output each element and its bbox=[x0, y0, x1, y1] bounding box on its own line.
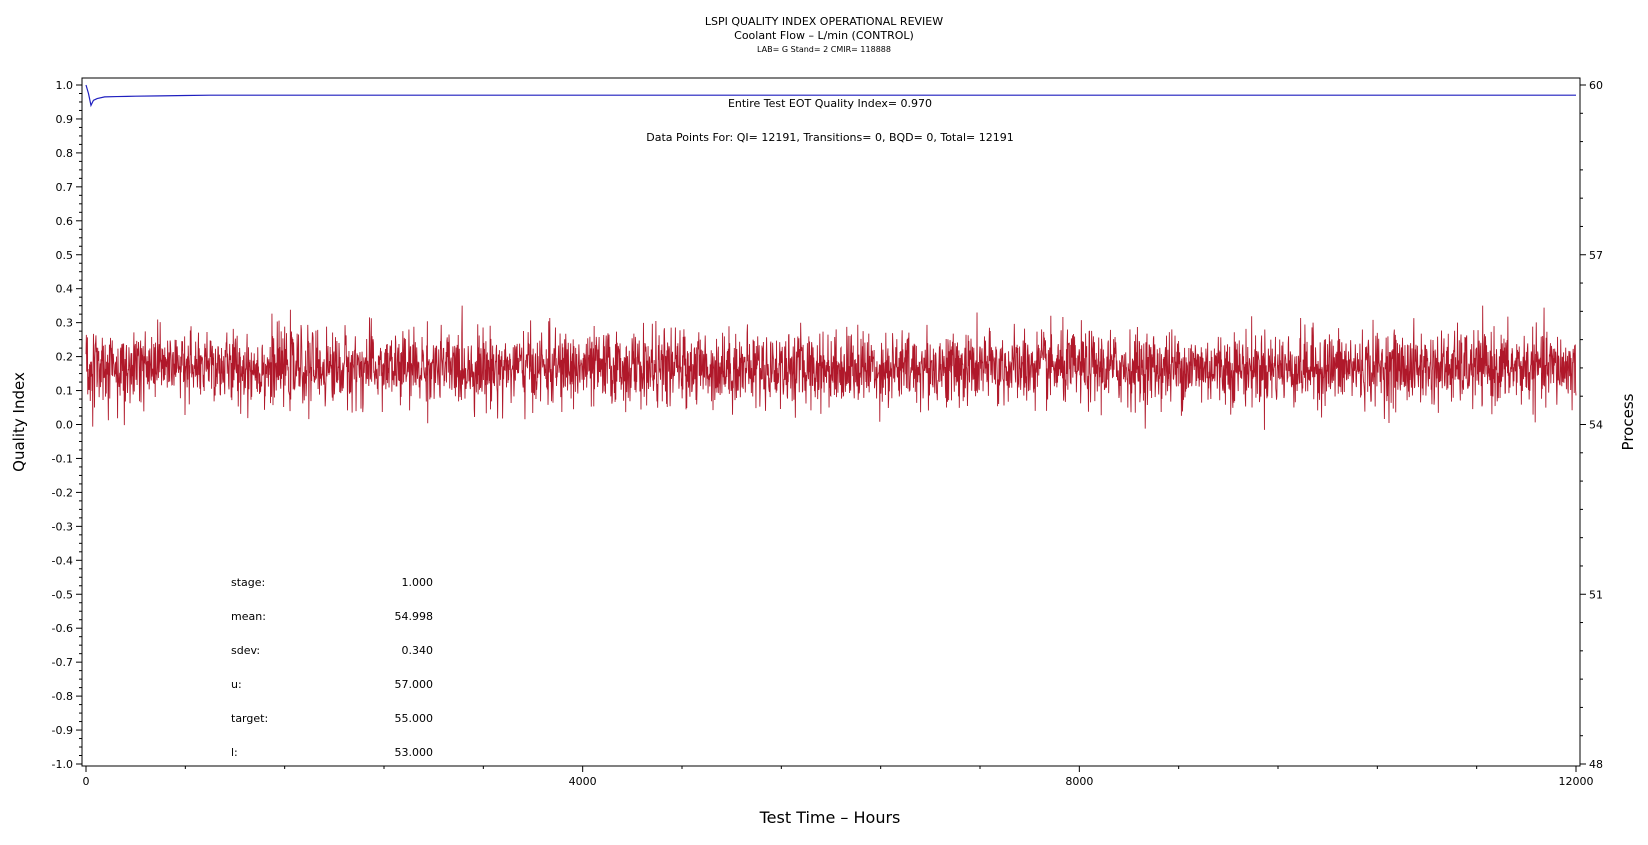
y-tick-label: -0.7 bbox=[52, 656, 73, 669]
stat-value: 55.000 bbox=[395, 712, 434, 725]
stat-label: sdev: bbox=[231, 644, 260, 657]
y-tick-label: -0.8 bbox=[52, 690, 73, 703]
y-axis-right: 60 57 54 51 48 bbox=[1580, 79, 1603, 771]
stat-label: stage: bbox=[231, 576, 265, 589]
stat-label: u: bbox=[231, 678, 242, 691]
eot-annotation: Entire Test EOT Quality Index= 0.970 bbox=[728, 97, 932, 110]
x-tick-label: 12000 bbox=[1559, 775, 1594, 788]
x-tick-label: 0 bbox=[83, 775, 90, 788]
y2-tick-label: 57 bbox=[1589, 249, 1603, 262]
quality-index-series bbox=[85, 84, 1576, 108]
process-series bbox=[85, 305, 1577, 430]
stat-label: mean: bbox=[231, 610, 266, 623]
x-axis: 0 4000 8000 12000 bbox=[83, 766, 1594, 788]
stat-label: target: bbox=[231, 712, 268, 725]
chart-title: LSPI QUALITY INDEX OPERATIONAL REVIEW bbox=[705, 15, 943, 28]
y-tick-label: 1.0 bbox=[56, 79, 74, 92]
y2-tick-label: 60 bbox=[1589, 79, 1603, 92]
y2-tick-label: 51 bbox=[1589, 588, 1603, 601]
x-axis-label: Test Time – Hours bbox=[759, 808, 901, 827]
y-tick-label: -0.9 bbox=[52, 724, 73, 737]
y-tick-label: -0.1 bbox=[52, 452, 73, 465]
y-axis-label: Quality Index bbox=[10, 372, 28, 472]
y-tick-label: 0.0 bbox=[56, 419, 74, 432]
y-tick-label: 0.7 bbox=[56, 181, 74, 194]
x-tick-label: 8000 bbox=[1065, 775, 1093, 788]
y-tick-label: 0.3 bbox=[56, 317, 74, 330]
plot-frame bbox=[81, 77, 1581, 767]
y2-tick-label: 48 bbox=[1589, 758, 1603, 771]
y-tick-label: 0.5 bbox=[56, 249, 74, 262]
y-tick-label: 0.6 bbox=[56, 215, 74, 228]
stat-label: l: bbox=[231, 746, 238, 759]
quality-index-line bbox=[85, 84, 1576, 108]
y-tick-label: 0.2 bbox=[56, 351, 74, 364]
stat-value: 57.000 bbox=[395, 678, 434, 691]
chart-subtitle: Coolant Flow – L/min (CONTROL) bbox=[734, 29, 914, 42]
y-tick-label: 0.9 bbox=[56, 113, 74, 126]
x-tick-label: 4000 bbox=[569, 775, 597, 788]
y-axis-left: 1.0 0.9 0.8 0.7 0.6 0.5 0.4 0.3 0.2 0.1 0.0 -0.1 -0.… bbox=[52, 79, 82, 771]
y-tick-label: -0.5 bbox=[52, 588, 73, 601]
y-tick-label: 0.1 bbox=[56, 385, 74, 398]
data-points-annotation: Data Points For: QI= 12191, Transitions=… bbox=[646, 131, 1014, 144]
stat-value: 53.000 bbox=[395, 746, 434, 759]
stat-value: 1.000 bbox=[402, 576, 434, 589]
y-tick-label: -1.0 bbox=[52, 758, 73, 771]
y-tick-label: -0.4 bbox=[52, 554, 73, 567]
process-line bbox=[85, 305, 1577, 430]
y-tick-label: -0.3 bbox=[52, 520, 73, 533]
chart-subtitle-2: LAB= G Stand= 2 CMIR= 118888 bbox=[757, 45, 891, 54]
y-tick-label: 0.4 bbox=[56, 283, 74, 296]
stat-value: 0.340 bbox=[402, 644, 434, 657]
stat-value: 54.998 bbox=[395, 610, 434, 623]
y2-axis-label: Process bbox=[1619, 393, 1637, 450]
y2-tick-label: 54 bbox=[1589, 419, 1603, 432]
y-tick-label: -0.6 bbox=[52, 622, 73, 635]
y-tick-label: 0.8 bbox=[56, 147, 74, 160]
y-tick-label: -0.2 bbox=[52, 486, 73, 499]
stats-block: stage: 1.000 mean: 54.998 sdev: 0.340 u: 57.000… bbox=[231, 576, 433, 759]
